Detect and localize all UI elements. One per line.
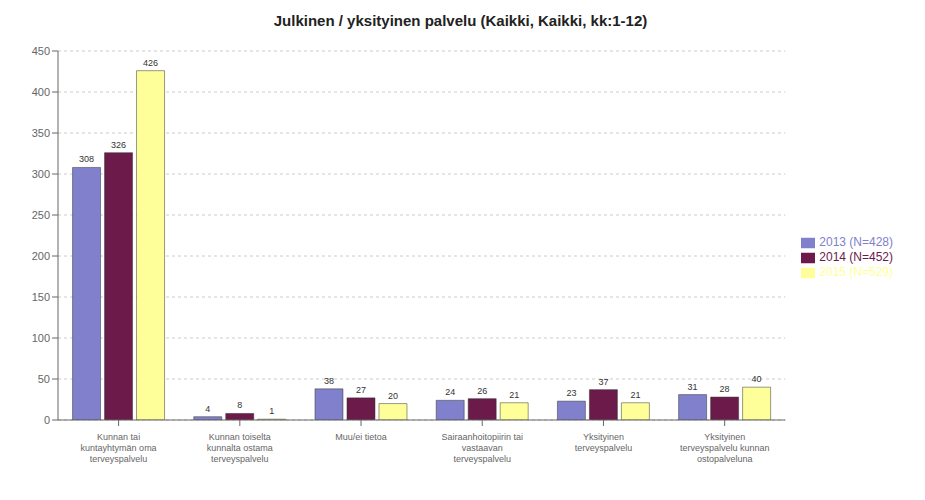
svg-text:308: 308: [79, 154, 94, 164]
svg-text:450: 450: [32, 45, 50, 57]
svg-text:200: 200: [32, 250, 50, 262]
svg-text:27: 27: [356, 385, 366, 395]
svg-text:38: 38: [324, 376, 334, 386]
svg-text:326: 326: [111, 140, 126, 150]
svg-text:350: 350: [32, 127, 50, 139]
svg-text:Muu/ei tietoa: Muu/ei tietoa: [335, 432, 387, 442]
svg-text:40: 40: [752, 374, 762, 384]
svg-text:21: 21: [509, 390, 519, 400]
svg-text:24: 24: [445, 387, 455, 397]
svg-text:Kunnan taikuntayhtymän omaterv: Kunnan taikuntayhtymän omaterveyspalvelu: [81, 432, 157, 464]
svg-text:1: 1: [269, 406, 274, 416]
svg-text:31: 31: [688, 382, 698, 392]
svg-text:400: 400: [32, 86, 50, 98]
svg-text:37: 37: [598, 377, 608, 387]
svg-text:150: 150: [32, 291, 50, 303]
svg-text:Sairaanhoitopiirin taivastaava: Sairaanhoitopiirin taivastaavanterveyspa…: [441, 432, 523, 464]
html-text:2015 (N=529): 2015 (N=529): [819, 264, 893, 279]
svg-text:Yksityinenterveyspalvelu kunna: Yksityinenterveyspalvelu kunnanostopalve…: [680, 432, 770, 464]
svg-text:300: 300: [32, 168, 50, 180]
svg-text:Yksityinenterveyspalvelu: Yksityinenterveyspalvelu: [575, 432, 633, 453]
svg-text:4: 4: [205, 404, 210, 414]
svg-text:50: 50: [38, 373, 50, 385]
svg-text:8: 8: [237, 400, 242, 410]
svg-text:23: 23: [566, 388, 576, 398]
svg-text:26: 26: [477, 386, 487, 396]
svg-text:Kunnan toiseltakunnalta ostama: Kunnan toiseltakunnalta ostamaterveyspal…: [207, 432, 273, 464]
svg-text:28: 28: [720, 384, 730, 394]
html-text:Julkinen / yksityinen palvelu: Julkinen / yksityinen palvelu (Kaikki, K…: [273, 12, 648, 29]
svg-text:21: 21: [630, 390, 640, 400]
svg-text:250: 250: [32, 209, 50, 221]
html-text:2013 (N=428): 2013 (N=428): [819, 235, 893, 250]
svg-text:20: 20: [388, 391, 398, 401]
svg-text:426: 426: [143, 58, 158, 68]
html-text:2014 (N=452): 2014 (N=452): [819, 250, 893, 265]
svg-text:0: 0: [44, 414, 50, 426]
svg-text:100: 100: [32, 332, 50, 344]
